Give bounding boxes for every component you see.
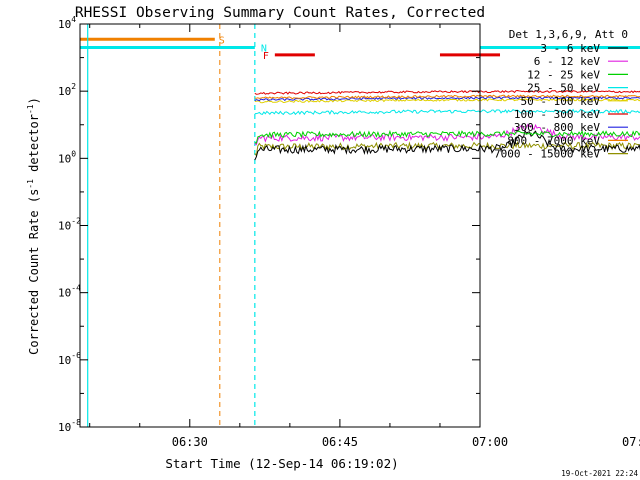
legend-entry: 800 - 7000 keV: [507, 134, 600, 147]
legend-entry: 25 - 50 keV: [527, 82, 600, 95]
series-line: [254, 108, 640, 116]
legend-entry: 7000 - 15000 keV: [494, 148, 600, 161]
legend-entry: 3 - 6 keV: [540, 42, 600, 55]
night-label: N: [261, 43, 267, 54]
legend-entry: 300 - 800 keV: [514, 121, 600, 134]
legend-entry: 12 - 25 keV: [527, 68, 600, 81]
legend-entry: 50 - 100 keV: [521, 95, 601, 108]
legend-entry: 6 - 12 keV: [534, 55, 601, 68]
y-tick-label: 10-8: [58, 418, 81, 434]
plot-frame: [79, 23, 481, 428]
legend-title: Det 1,3,6,9, Att 0: [509, 28, 628, 41]
y-tick-label: 10-2: [58, 217, 81, 233]
legend-entry: 100 - 300 keV: [514, 108, 600, 121]
series-line: [254, 129, 640, 161]
x-axis-label: Start Time (12-Sep-14 06:19:02): [165, 456, 398, 471]
y-tick-label: 104: [58, 15, 76, 31]
y-axis-label-end: ): [27, 97, 41, 104]
footer-timestamp: 19-Oct-2021 22:24: [561, 469, 638, 478]
y-axis-label-main: Corrected Count Rate (s: [27, 189, 41, 355]
y-axis-label-sup1: -1: [26, 179, 35, 189]
series-line: [254, 140, 640, 157]
y-axis-label-sup2: -1: [26, 104, 35, 114]
y-axis-label-mid: detector: [27, 114, 41, 179]
y-axis: 104 102 100 10-2 10-4 10-6 10-8: [58, 15, 480, 434]
x-tick-label: 06:45: [322, 435, 358, 449]
y-tick-label: 102: [58, 82, 76, 98]
x-tick-label: 07:00: [472, 435, 508, 449]
series-line: [254, 96, 640, 102]
series-line: [254, 89, 640, 95]
series-line: [254, 94, 640, 100]
chart-title: RHESSI Observing Summary Count Rates, Co…: [75, 5, 485, 21]
series-line: [254, 129, 640, 144]
y-tick-label: 10-4: [58, 284, 81, 300]
flare-label: F: [263, 51, 269, 62]
y-axis-label: Corrected Count Rate (s-1 detector-1): [26, 97, 41, 355]
x-tick-label: 07:15: [622, 435, 640, 449]
series-line: [254, 98, 640, 104]
y-tick-label: 100: [58, 149, 76, 165]
saa-label: S: [219, 35, 225, 46]
x-tick-label: 06:30: [172, 435, 208, 449]
y-tick-label: 10-6: [58, 351, 81, 367]
